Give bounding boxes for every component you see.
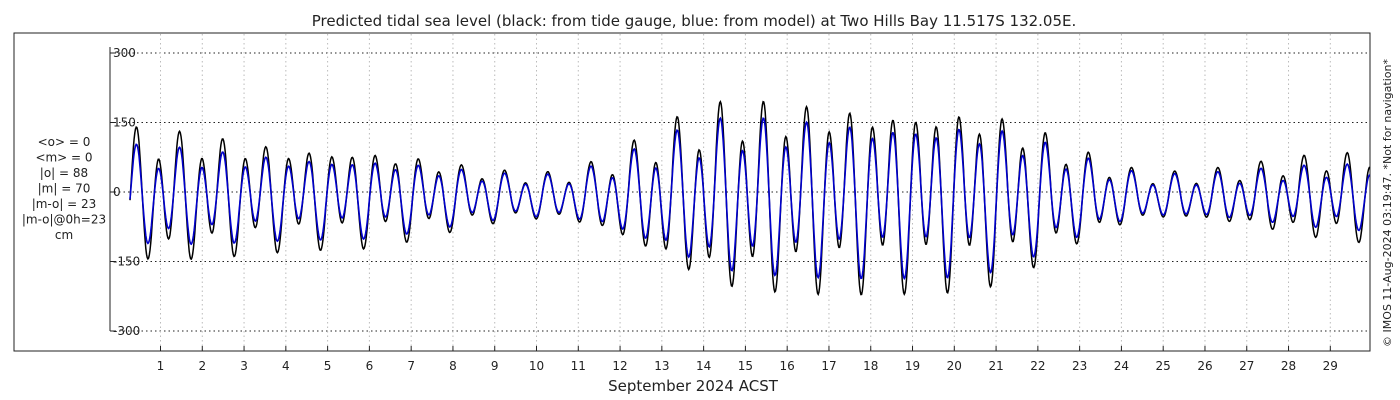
x-tick-label: 7 xyxy=(407,359,415,373)
y-tick-label: 300 xyxy=(113,46,136,60)
x-tick-label: 24 xyxy=(1114,359,1129,373)
stats-line: |o| = 88 xyxy=(40,166,88,180)
y-tick-label: -300 xyxy=(113,324,140,338)
series-line-model xyxy=(129,116,1371,281)
x-tick-label: 1 xyxy=(157,359,165,373)
x-tick-label: 15 xyxy=(738,359,753,373)
series xyxy=(129,99,1371,297)
x-tick-label: 22 xyxy=(1030,359,1045,373)
stats-line: <o> = 0 xyxy=(38,135,91,149)
y-tick-label: 0 xyxy=(113,185,121,199)
x-ticks: 1 2 3 4 5 6 7 8 9 10 11 12 13 14 15 16 17 18 19 20 21 22 23 24 2… xyxy=(157,346,1338,373)
x-tick-label: 20 xyxy=(947,359,962,373)
x-tick-label: 10 xyxy=(529,359,544,373)
x-tick-label: 18 xyxy=(863,359,878,373)
x-tick-label: 17 xyxy=(821,359,836,373)
x-tick-label: 3 xyxy=(240,359,248,373)
x-tick-label: 13 xyxy=(654,359,669,373)
x-tick-label: 2 xyxy=(198,359,206,373)
x-tick-label: 25 xyxy=(1156,359,1171,373)
x-tick-label: 21 xyxy=(988,359,1003,373)
y-tick-label: -150 xyxy=(113,255,140,269)
x-tick-label: 29 xyxy=(1323,359,1338,373)
x-axis-label: September 2024 ACST xyxy=(608,377,779,395)
chart-title: Predicted tidal sea level (black: from t… xyxy=(312,12,1077,30)
side-note: © IMOS 11-Aug-2024 03:19:47. *Not for na… xyxy=(1381,59,1394,347)
x-tick-label: 11 xyxy=(571,359,586,373)
stats-line: |m| = 70 xyxy=(38,182,91,196)
y-tick-label: 150 xyxy=(113,116,136,130)
stats-line: cm xyxy=(55,228,73,242)
x-tick-label: 26 xyxy=(1197,359,1212,373)
stats-line: |m-o|@0h=23 xyxy=(22,213,106,227)
stats-box: <o> = 0 <m> = 0|o| = 88 |m| = 70|m-o| = 23… xyxy=(22,135,106,242)
grid xyxy=(110,34,1370,350)
x-tick-label: 27 xyxy=(1239,359,1254,373)
x-tick-label: 6 xyxy=(366,359,374,373)
x-tick-label: 5 xyxy=(324,359,332,373)
x-tick-label: 23 xyxy=(1072,359,1087,373)
x-tick-label: 28 xyxy=(1281,359,1296,373)
x-tick-label: 4 xyxy=(282,359,290,373)
x-tick-label: 8 xyxy=(449,359,457,373)
x-tick-label: 16 xyxy=(780,359,795,373)
x-tick-label: 14 xyxy=(696,359,711,373)
plot-frame xyxy=(13,32,1371,352)
series-line-gauge xyxy=(129,99,1371,297)
y-ticks: 300 150 0 -150 -300 xyxy=(110,46,140,338)
x-tick-label: 12 xyxy=(612,359,627,373)
stats-line: |m-o| = 23 xyxy=(32,197,97,211)
x-tick-label: 9 xyxy=(491,359,499,373)
stats-line: <m> = 0 xyxy=(35,151,92,165)
x-tick-label: 19 xyxy=(905,359,920,373)
